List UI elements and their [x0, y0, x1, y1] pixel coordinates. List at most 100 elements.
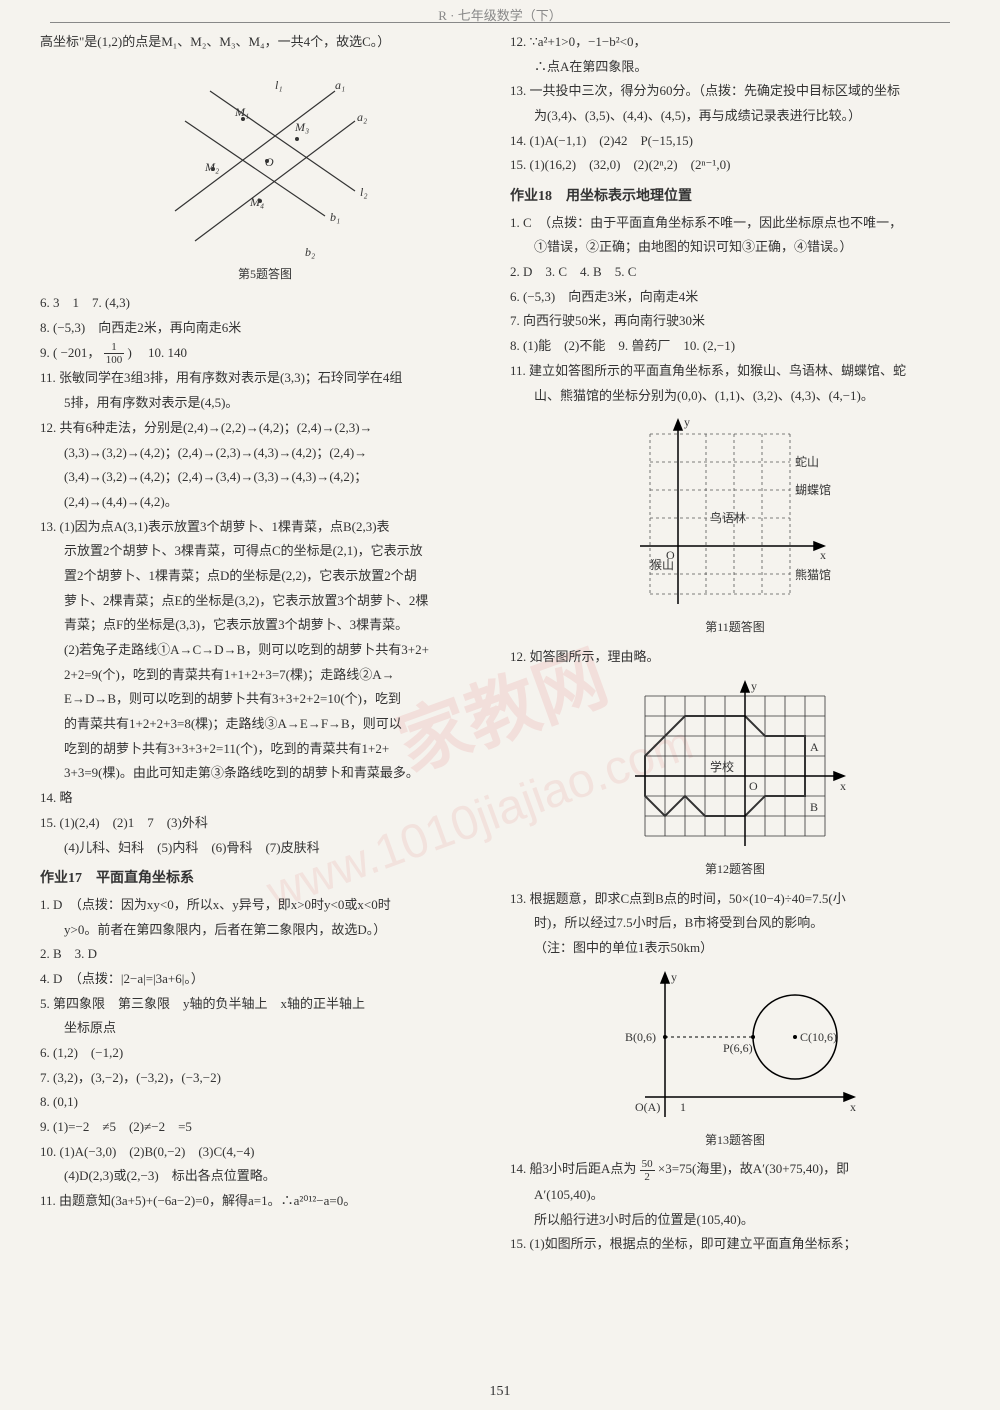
q13j: 吃到的胡萝卜共有3+3+3+2=11(个)，吃到的青菜共有1+2+ [40, 737, 490, 762]
svg-text:y: y [751, 679, 757, 693]
figure-12-caption: 第12题答图 [510, 858, 960, 881]
s17-11: 11. 由题意知(3a+5)+(−6a−2)=0，解得a=1。∴a²⁰¹²−a=… [40, 1189, 490, 1214]
q11: 11. 张敏同学在3组3排，用有序数对表示是(3,3)；石玲同学在4组 [40, 366, 490, 391]
s18-1b: ①错误，②正确；由地图的知识可知③正确，④错误。） [510, 235, 960, 260]
s18-11: 11. 建立如答图所示的平面直角坐标系，如猴山、鸟语林、蝴蝶馆、蛇 [510, 359, 960, 384]
svg-text:C(10,6): C(10,6) [800, 1030, 837, 1044]
q14: 14. 略 [40, 786, 490, 811]
s18-14c: A′(105,40)。 [510, 1183, 960, 1208]
figure-5-caption: 第5题答图 [40, 263, 490, 286]
q9-num: −201， [61, 345, 101, 360]
figure-13-svg: y x B(0,6) P(6,6) C(10,6) O(A) 1 [605, 967, 865, 1127]
svg-text:M₃: M₃ [294, 120, 309, 134]
q9: 9. ( −201， 1 100 ) 10. 140 [40, 341, 490, 367]
svg-text:b₁: b₁ [330, 210, 340, 224]
svg-text:x: x [820, 548, 826, 562]
s17-10b: (4)D(2,3)或(2,−3) 标出各点位置略。 [40, 1164, 490, 1189]
svg-text:A: A [810, 740, 819, 754]
r12: 12. ∵a²+1>0，−1−b²<0， [510, 30, 960, 55]
s17-8: 8. (0,1) [40, 1090, 490, 1115]
q13d: 萝卜、2棵青菜；点E的坐标是(3,2)，它表示放置3个胡萝卜、2棵 [40, 589, 490, 614]
s18-14d: 所以船行进3小时后的位置是(105,40)。 [510, 1208, 960, 1233]
q13: 13. (1)因为点A(3,1)表示放置3个胡萝卜、1棵青菜，点B(2,3)表 [40, 515, 490, 540]
q9-fraction: 1 100 [104, 341, 125, 366]
svg-text:蛇山: 蛇山 [795, 454, 819, 469]
s18-14b: ×3=75(海里)，故A′(30+75,40)，即 [658, 1161, 849, 1176]
q13c: 置2个胡萝卜、1棵青菜；点D的坐标是(2,2)，它表示放置2个胡 [40, 564, 490, 589]
s18-8: 8. (1)能 (2)不能 9. 兽药厂 10. (2,−1) [510, 334, 960, 359]
s17-5: 5. 第四象限 第三象限 y轴的负半轴上 x轴的正半轴上 [40, 992, 490, 1017]
s17-1: 1. D （点拨：因为xy<0，所以x、y异号，即x>0时y<0或x<0时 [40, 893, 490, 918]
q9-frac-d: 100 [104, 354, 125, 366]
s18-6: 6. (−5,3) 向西走3米，向南走4米 [510, 285, 960, 310]
svg-text:M₄: M₄ [249, 195, 264, 209]
svg-text:猴山: 猴山 [650, 558, 674, 572]
q9-frac-n: 1 [104, 341, 125, 354]
s18-14-frac-d: 2 [640, 1171, 655, 1183]
page-content: 高坐标"是(1,2)的点是M₁、M₂、M₃、M₄，一共4个，故选C。） a₁ a… [0, 0, 1000, 1277]
q12c: (3,4)→(3,2)→(4,2)；(2,4)→(3,4)→(3,3)→(4,3… [40, 465, 490, 490]
q6: 6. 3 1 7. (4,3) [40, 291, 490, 316]
s17-7: 7. (3,2)，(3,−2)，(−3,2)，(−3,−2) [40, 1066, 490, 1091]
figure-13: y x B(0,6) P(6,6) C(10,6) O(A) 1 第13题答图 [510, 967, 960, 1152]
figure-11: y x O 蛇山 蝴蝶馆 鸟语林 猴山 熊猫馆 第11题答图 [510, 414, 960, 639]
svg-text:x: x [850, 1100, 856, 1114]
s18-13c: （注：图中的单位1表示50km） [510, 936, 960, 961]
s18-11b: 山、熊猫馆的坐标分别为(0,0)、(1,1)、(3,2)、(4,3)、(4,−1… [510, 384, 960, 409]
figure-11-svg: y x O 蛇山 蝴蝶馆 鸟语林 猴山 熊猫馆 [620, 414, 850, 614]
svg-text:O(A): O(A) [635, 1100, 660, 1114]
q15b: (4)儿科、妇科 (5)内科 (6)骨科 (7)皮肤科 [40, 836, 490, 861]
section-18-title: 作业18 用坐标表示地理位置 [510, 184, 960, 211]
s18-2: 2. D 3. C 4. B 5. C [510, 260, 960, 285]
svg-text:M₂: M₂ [204, 160, 219, 174]
figure-5: a₁ a₂ l₁ b₁ l₂ b₂ M₁ M₂ M₃ M₄ O [40, 61, 490, 286]
q9-tail: 10. 140 [135, 345, 187, 360]
r13: 13. 一共投中三次，得分为60分。（点拨：先确定投中目标区域的坐标 [510, 79, 960, 104]
q13h: E→D→B，则可以吃到的胡萝卜共有3+3+2+2=10(个)，吃到 [40, 687, 490, 712]
s18-13b: 时)，所以经过7.5小时后，B市将受到台风的影响。 [510, 911, 960, 936]
svg-text:学校: 学校 [710, 759, 734, 774]
svg-text:a₁: a₁ [335, 78, 345, 92]
q13e: 青菜；点F的坐标是(3,3)，它表示放置3个胡萝卜、3棵青菜。 [40, 613, 490, 638]
q13b: 示放置2个胡萝卜、3棵青菜，可得点C的坐标是(2,1)，它表示放 [40, 539, 490, 564]
s18-13: 13. 根据题意，即求C点到B点的时间，50×(10−4)÷40=7.5(小 [510, 887, 960, 912]
svg-text:x: x [840, 779, 846, 793]
q11b: 5排，用有序数对表示是(4,5)。 [40, 391, 490, 416]
s18-7: 7. 向西行驶50米，再向南行驶30米 [510, 309, 960, 334]
r13b: 为(3,4)、(3,5)、(4,4)、(4,5)，再与成绩记录表进行比较。） [510, 104, 960, 129]
s17-2: 2. B 3. D [40, 942, 490, 967]
r14: 14. (1)A(−1,1) (2)42 P(−15,15) [510, 129, 960, 154]
svg-text:M₁: M₁ [234, 105, 249, 119]
s17-5b: 坐标原点 [40, 1016, 490, 1041]
figure-12: y x O A B 学校 第12题答图 [510, 676, 960, 881]
s18-14-frac-n: 50 [640, 1158, 655, 1171]
q13i: 的青菜共有1+2+2+3=8(棵)；走路线③A→E→F→B，则可以 [40, 712, 490, 737]
right-column: 12. ∵a²+1>0，−1−b²<0， ∴点A在第四象限。 13. 一共投中三… [510, 30, 960, 1257]
q12b: (3,3)→(3,2)→(4,2)；(2,4)→(2,3)→(4,3)→(4,2… [40, 441, 490, 466]
svg-text:a₂: a₂ [357, 110, 367, 124]
svg-text:P(6,6): P(6,6) [723, 1041, 753, 1055]
s18-14a: 14. 船3小时后距A点为 [510, 1161, 636, 1176]
s18-14-fraction: 50 2 [640, 1158, 655, 1183]
r12b: ∴点A在第四象限。 [510, 55, 960, 80]
q13g: 2+2=9(个)，吃到的青菜共有1+1+2+3=7(棵)；走路线②A→ [40, 663, 490, 688]
s18-1: 1. C （点拨：由于平面直角坐标系不唯一，因此坐标原点也不唯一， [510, 211, 960, 236]
figure-11-caption: 第11题答图 [510, 616, 960, 639]
svg-text:鸟语林: 鸟语林 [710, 510, 746, 525]
r15: 15. (1)(16,2) (32,0) (2)(2ⁿ,2) (2ⁿ⁻¹,0) [510, 153, 960, 178]
q12d: (2,4)→(4,4)→(4,2)。 [40, 490, 490, 515]
figure-12-svg: y x O A B 学校 [615, 676, 855, 856]
svg-text:b₂: b₂ [305, 245, 315, 259]
q8: 8. (−5,3) 向西走2米，再向南走6米 [40, 316, 490, 341]
q9-paren-l: ( [53, 345, 57, 360]
left-intro: 高坐标"是(1,2)的点是M₁、M₂、M₃、M₄，一共4个，故选C。） [40, 30, 490, 55]
svg-text:蝴蝶馆: 蝴蝶馆 [795, 482, 831, 497]
left-column: 高坐标"是(1,2)的点是M₁、M₂、M₃、M₄，一共4个，故选C。） a₁ a… [40, 30, 490, 1257]
s17-6: 6. (1,2) (−1,2) [40, 1041, 490, 1066]
figure-5-svg: a₁ a₂ l₁ b₁ l₂ b₂ M₁ M₂ M₃ M₄ O [155, 61, 375, 261]
section-17-title: 作业17 平面直角坐标系 [40, 866, 490, 893]
svg-text:熊猫馆: 熊猫馆 [795, 567, 831, 582]
svg-text:l₂: l₂ [360, 185, 368, 199]
q9-paren-r: ) [127, 345, 131, 360]
s18-12: 12. 如答图所示，理由略。 [510, 645, 960, 670]
